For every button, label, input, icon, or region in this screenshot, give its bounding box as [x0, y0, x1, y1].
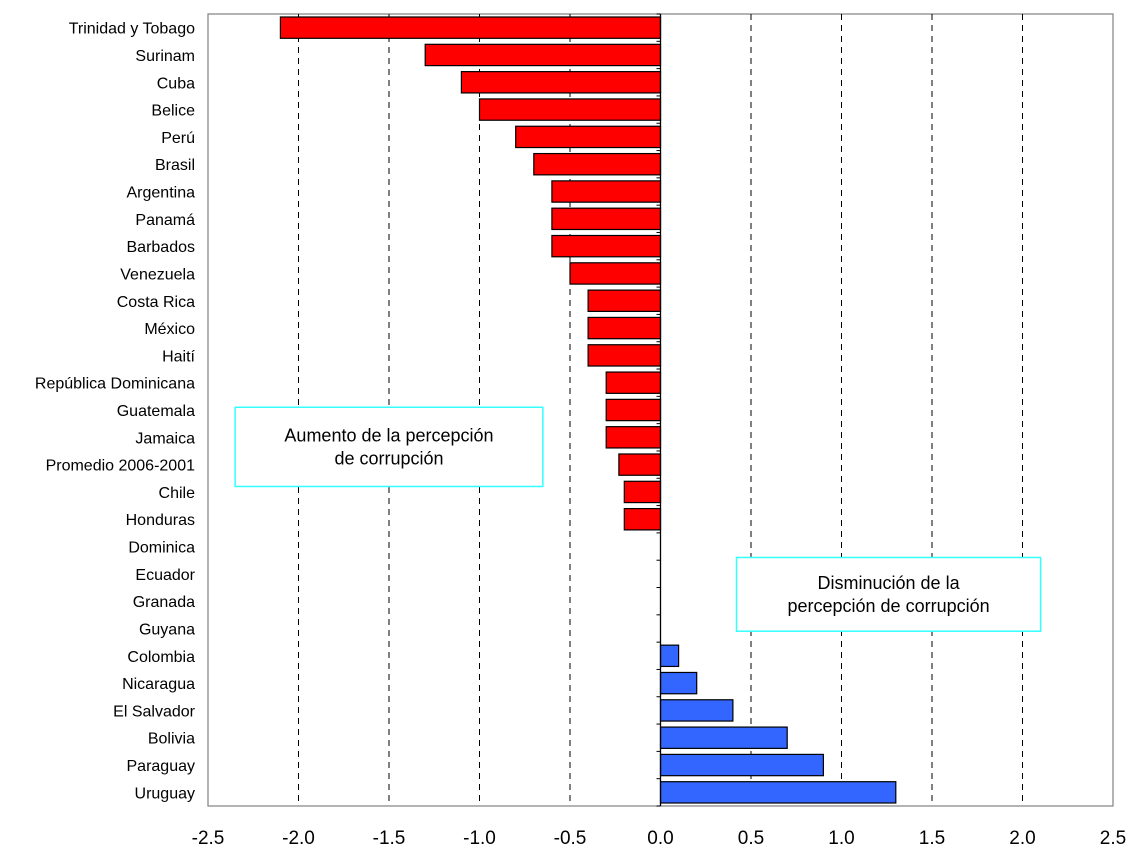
bar-13	[605, 371, 662, 394]
category-label-20: Ecuador	[135, 567, 195, 584]
category-label-2: Cuba	[157, 75, 195, 92]
category-label-26: Bolivia	[148, 731, 195, 748]
annotation-decrease-line-1: percepción de corrupción	[787, 596, 989, 616]
x-tick-label-2: -1.5	[373, 828, 406, 849]
annotation-increase-box	[234, 406, 544, 488]
bar-10	[587, 289, 662, 313]
x-tick-label-9: 2.0	[1009, 828, 1035, 849]
bar-16	[618, 453, 662, 476]
x-tick-label-3: -1.0	[463, 828, 496, 849]
bar-0	[279, 16, 662, 39]
bar-9	[569, 262, 662, 285]
bar-5	[533, 152, 662, 176]
category-label-16: Promedio 2006-2001	[46, 458, 196, 475]
category-label-9: Venezuela	[120, 266, 195, 283]
category-label-24: Nicaragua	[122, 676, 195, 693]
category-label-13: República Dominicana	[35, 376, 195, 393]
category-label-11: México	[144, 321, 195, 338]
category-label-3: Belice	[151, 103, 195, 120]
axes: Trinidad y Tobago Surinam Cuba Belice Perú Br…	[35, 13, 1126, 849]
category-label-19: Dominica	[128, 540, 195, 557]
category-label-1: Surinam	[135, 48, 195, 65]
bar-12	[587, 344, 662, 367]
category-label-28: Uruguay	[135, 785, 195, 802]
category-label-8: Barbados	[127, 239, 196, 256]
bar-25	[659, 699, 734, 722]
bar-27	[659, 753, 824, 777]
bar-1	[424, 43, 662, 67]
category-label-25: El Salvador	[113, 703, 195, 720]
annotation-increase: Aumento de la percepción de corrupción	[234, 406, 544, 488]
bar-3	[478, 98, 662, 121]
category-label-14: Guatemala	[117, 403, 195, 420]
bar-28	[659, 781, 897, 804]
x-tick-label-0: -2.5	[192, 828, 225, 849]
category-label-27: Paraguay	[127, 758, 196, 775]
category-label-18: Honduras	[126, 512, 195, 529]
category-label-21: Granada	[133, 594, 195, 611]
bar-23	[659, 644, 680, 668]
category-label-10: Costa Rica	[117, 294, 195, 311]
category-label-12: Haití	[162, 348, 195, 365]
bar-6	[551, 180, 662, 203]
annotation-decrease: Disminución de la percepción de corrupció…	[735, 556, 1042, 632]
annotation-decrease-box	[735, 556, 1042, 632]
x-tick-label-1: -2.0	[282, 828, 315, 849]
category-label-22: Guyana	[139, 621, 195, 638]
category-label-5: Brasil	[155, 157, 195, 174]
bar-7	[551, 207, 662, 231]
category-label-15: Jamaica	[135, 430, 195, 447]
bar-2	[460, 71, 662, 94]
bar-4	[515, 125, 662, 149]
annotations: Aumento de la percepción de corrupción Dis…	[234, 406, 1042, 632]
bars	[279, 16, 897, 804]
x-tick-label-6: 0.5	[738, 828, 764, 849]
x-tick-label-10: 2.5	[1100, 828, 1126, 849]
bar-11	[587, 316, 662, 340]
bar-17	[623, 480, 662, 504]
bar-24	[659, 671, 698, 695]
category-label-7: Panamá	[135, 212, 195, 229]
category-label-6: Argentina	[127, 185, 196, 202]
x-tick-label-5: 0.0	[647, 828, 673, 849]
x-tick-label-8: 1.5	[919, 828, 945, 849]
annotation-increase-line-0: Aumento de la percepción	[284, 425, 493, 445]
category-label-0: Trinidad y Tobago	[69, 21, 195, 38]
bar-18	[623, 507, 662, 531]
annotation-decrease-line-0: Disminución de la	[818, 573, 961, 593]
x-tick-label-7: 1.0	[828, 828, 854, 849]
bar-15	[605, 426, 662, 449]
bar-26	[659, 726, 788, 749]
bar-8	[551, 234, 662, 258]
category-label-17: Chile	[159, 485, 196, 502]
annotation-increase-line-1: de corrupción	[334, 448, 443, 468]
x-tick-label-4: -0.5	[554, 828, 587, 849]
bar-14	[605, 398, 662, 422]
category-label-4: Perú	[161, 130, 195, 147]
category-label-23: Colombia	[127, 649, 195, 666]
